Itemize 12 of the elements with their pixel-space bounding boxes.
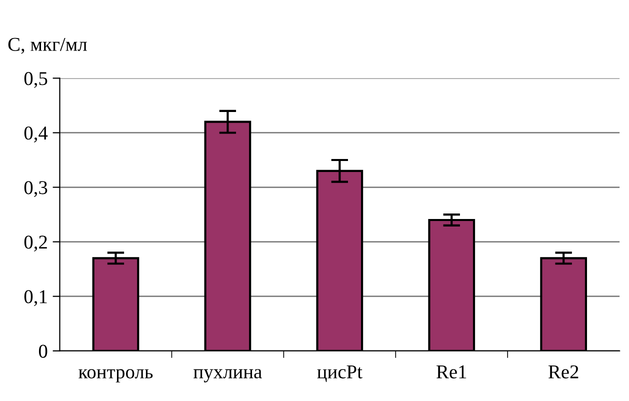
x-tick-label: Re2 (548, 365, 578, 378)
y-axis-title: C, мкг/мл (8, 38, 87, 54)
y-tick-label: 0,5 (24, 72, 48, 88)
y-tick-label: 0,4 (24, 126, 48, 142)
x-tick-label: Re1 (436, 365, 466, 378)
y-tick-label: 0,3 (24, 181, 48, 198)
y-tick-label: 0 (38, 344, 48, 358)
y-tick-label: 0,1 (24, 290, 47, 306)
x-tick-label: контроль (78, 369, 153, 382)
y-tick-label: 0,2 (24, 236, 47, 252)
x-tick-label: пухлина (194, 369, 262, 382)
x-tick-label: цисPt (317, 366, 362, 382)
